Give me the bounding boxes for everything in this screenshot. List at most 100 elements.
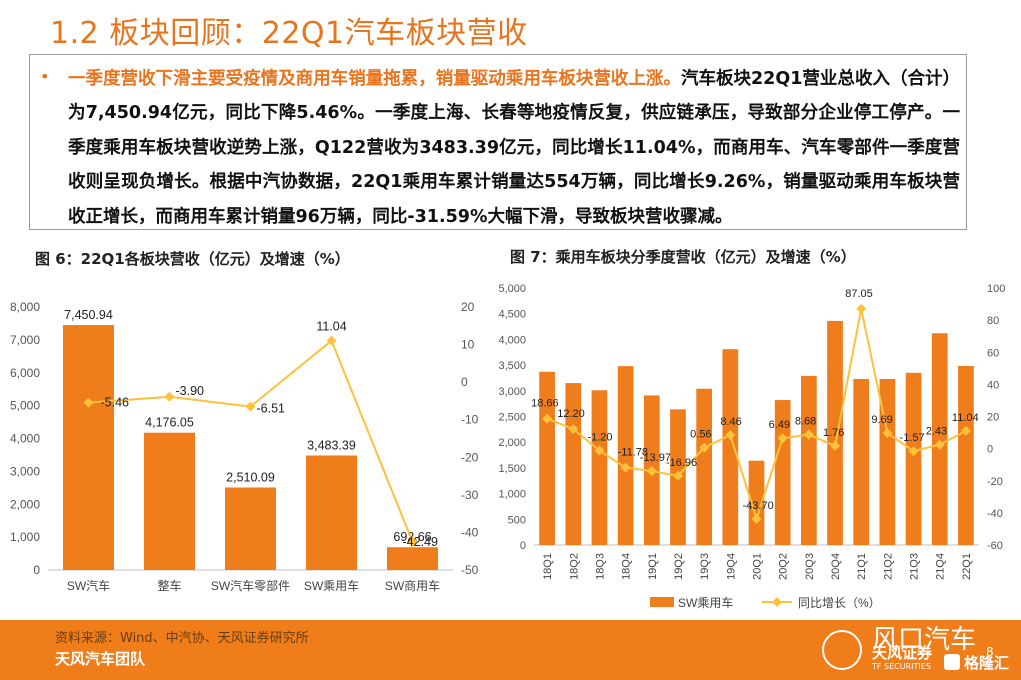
fig6-bar	[386, 547, 439, 570]
fig7-growth-label: 0.56	[690, 429, 711, 441]
fig7-legend-line-marker	[772, 597, 782, 607]
page-number: 8	[986, 645, 994, 659]
fig6-growth-label: -5.46	[101, 396, 130, 410]
fig7-x-tick: 21Q1	[856, 553, 868, 580]
fig7-growth-point	[908, 446, 919, 457]
fig7-x-tick: 20Q1	[752, 553, 764, 580]
fig6-growth-label: -42.49	[403, 535, 438, 549]
figure-7-caption: 图 7：乘用车板块分季度营收（亿元）及增速（%）	[510, 248, 856, 266]
fig6-y-tick: 6,000	[10, 366, 40, 380]
fig7-growth-point	[777, 433, 788, 444]
wechat-logo-icon	[822, 630, 862, 670]
fig7-y-tick: 2,500	[498, 412, 526, 424]
fig7-y-tick: 0	[520, 540, 526, 552]
footer-team: 天风汽车团队	[55, 650, 146, 668]
fig7-x-tick: 20Q4	[830, 553, 842, 580]
fig6-x-tick: SW商用车	[385, 578, 440, 593]
summary-box	[29, 54, 967, 230]
fig7-growth-point	[856, 303, 867, 314]
wechat-account-name: 风口汽车	[872, 625, 977, 655]
fig6-bar-label: 7,450.94	[64, 308, 113, 322]
fig7-y2-tick: 40	[987, 379, 999, 391]
fig6-growth-label: -6.51	[257, 402, 286, 416]
summary-highlight: 一季度营收下滑主要受疫情及商用车销量拖累，销量驱动乘用车板块营收上涨。	[68, 69, 681, 89]
fig7-y-tick: 5,000	[498, 283, 526, 295]
bullet-marker: •	[40, 67, 50, 86]
fig7-x-tick: 20Q2	[778, 553, 790, 580]
fig7-growth-label: 18.66	[531, 398, 559, 410]
fig6-y-tick: 4,000	[10, 432, 40, 446]
fig7-y-tick: 4,000	[498, 334, 526, 346]
fig7-x-tick: 18Q1	[542, 553, 554, 580]
fig7-y2-tick: -40	[987, 508, 1003, 520]
fig7-growth-label: 6.49	[769, 419, 790, 431]
fig7-legend-bar-swatch	[650, 597, 674, 607]
fig7-growth-label: -43.70	[743, 500, 774, 512]
fig7-x-tick: 18Q3	[594, 553, 606, 580]
fig7-growth-point	[646, 466, 657, 477]
fig7-growth-point	[960, 425, 971, 436]
fig7-y-tick: 1,000	[498, 489, 526, 501]
fig6-x-tick: SW汽车零部件	[211, 578, 290, 593]
fig7-bar	[617, 366, 634, 545]
fig7-growth-label: -16.96	[666, 457, 697, 469]
fig7-growth-label: 2.43	[926, 426, 947, 438]
fig7-x-tick: 18Q2	[568, 553, 580, 580]
fig7-y2-tick: 80	[987, 315, 999, 327]
fig7-y-tick: 500	[508, 514, 526, 526]
fig7-legend-bar-label: SW乘用车	[678, 595, 733, 610]
fig7-bar	[879, 378, 896, 545]
fig6-bar-label: 2,510.09	[226, 470, 275, 484]
fig7-y2-tick: 0	[987, 444, 993, 456]
fig7-y-tick: 1,500	[498, 463, 526, 475]
fig7-y-tick: 2,000	[498, 437, 526, 449]
fig7-growth-point	[725, 430, 736, 441]
fig7-x-tick: 20Q3	[804, 553, 816, 580]
fig6-y-tick: 2,000	[10, 497, 40, 511]
fig7-y-tick: 3,500	[498, 360, 526, 372]
fig7-x-tick: 21Q3	[909, 553, 921, 580]
slide-title: 1.2 板块回顾：22Q1汽车板块营收	[50, 16, 528, 51]
fig7-bar	[853, 378, 870, 545]
fig6-y2-tick: 20	[461, 300, 475, 314]
fig7-growth-label: 8.68	[795, 416, 816, 428]
fig7-x-tick: 19Q1	[647, 553, 659, 580]
fig7-x-tick: 19Q4	[725, 553, 737, 580]
fig6-y-tick: 3,000	[10, 464, 40, 478]
fig7-y2-tick: -20	[987, 476, 1003, 488]
platform-logo-icon	[944, 654, 960, 670]
fig7-growth-label: -1.20	[587, 432, 612, 444]
fig7-bar	[722, 349, 739, 545]
fig7-growth-point	[803, 429, 814, 440]
fig6-growth-point	[164, 391, 175, 402]
fig7-growth-point	[594, 445, 605, 456]
fig6-x-tick: 整车	[157, 578, 181, 593]
fig7-y2-tick: 100	[987, 283, 1005, 295]
fig7-y2-tick: 60	[987, 347, 999, 359]
fig7-growth-point	[568, 424, 579, 435]
fig7-bar	[565, 383, 582, 545]
fig7-growth-point	[882, 428, 893, 439]
fig7-growth-point	[672, 470, 683, 481]
fig7-growth-point	[699, 442, 710, 453]
fig7-bar	[827, 320, 843, 545]
fig7-x-tick: 19Q2	[673, 553, 685, 580]
fig6-bar	[224, 487, 277, 570]
charts-canvas: 0 1,000 2,000 3,000 4,000 5,000 6,000 7,000 8,00…	[10, 283, 1005, 610]
fig7-y2-tick: -60	[987, 540, 1003, 552]
fig6-y2-tick: -10	[461, 413, 479, 427]
fig7-x-tick: 21Q2	[882, 553, 894, 580]
fig7-bar	[774, 400, 791, 545]
fig7-bar	[591, 390, 608, 545]
fig6-y2-tick: -20	[461, 450, 479, 464]
fig7-growth-point	[751, 513, 762, 524]
fig6-bar	[62, 325, 115, 570]
fig6-y-tick: 7,000	[10, 333, 40, 347]
fig7-growth-label: -1.57	[900, 432, 925, 444]
fig7-bar	[931, 333, 948, 545]
fig6-y2-tick: -30	[461, 488, 479, 502]
fig6-growth-label: 11.04	[316, 320, 346, 334]
summary-text: 一季度营收下滑主要受疫情及商用车销量拖累，销量驱动乘用车板块营收上涨。汽车板块2…	[68, 62, 960, 234]
summary-body: 汽车板块22Q1营业总收入（合计）为7,450.94亿元，同比下降5.46%。一…	[68, 69, 961, 227]
fig7-x-tick: 22Q1	[961, 553, 973, 580]
